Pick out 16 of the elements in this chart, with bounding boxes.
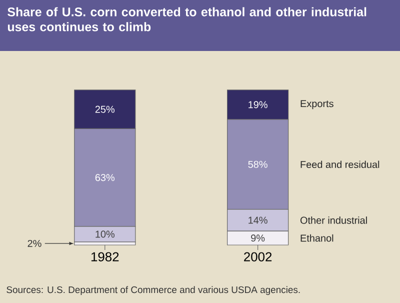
source-note: Sources: U.S. Department of Commerce and various USDA agencies. (6, 286, 300, 295)
data-label: 25% (95, 106, 115, 113)
series-label: Exports (300, 100, 334, 110)
chart-title: Share of U.S. corn converted to ethanol and other industrial uses continues to climb (8, 7, 366, 32)
data-label: 9% (251, 234, 265, 242)
x-tick-label: 2002 (244, 252, 272, 262)
series-label: Feed and residual (300, 160, 380, 168)
data-label: 2% (28, 240, 42, 247)
x-tick-label: 1982 (91, 252, 119, 262)
series-label: Ethanol (300, 234, 334, 242)
data-label: 63% (95, 174, 115, 182)
data-label: 58% (248, 160, 268, 168)
data-label: 14% (248, 216, 268, 224)
data-label: 10% (96, 230, 115, 238)
data-label: 19% (248, 101, 268, 108)
series-label: Other industrial (300, 216, 367, 224)
